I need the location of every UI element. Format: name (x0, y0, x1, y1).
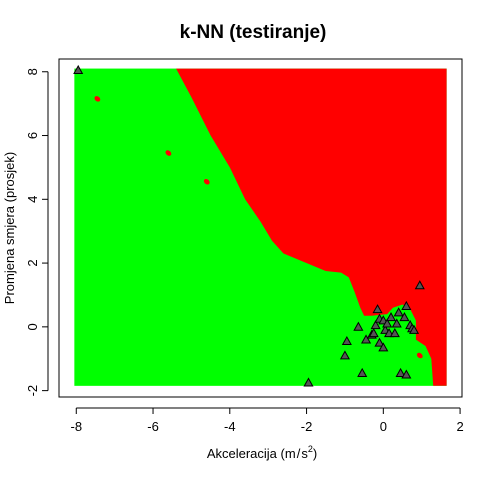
decision-region-layer (74, 68, 447, 386)
test-point (385, 312, 397, 322)
x-tick-label: 2 (456, 419, 463, 434)
test-point (389, 327, 400, 338)
red-region-patch (203, 179, 210, 185)
test-point (395, 367, 406, 377)
red-region-patch (165, 150, 172, 156)
test-point (414, 280, 425, 290)
y-tick-label: 2 (25, 259, 40, 266)
test-point (357, 367, 368, 377)
red-class-region (176, 68, 447, 386)
test-point (339, 350, 350, 360)
test-point-layer (73, 64, 425, 387)
red-region-patch (94, 96, 101, 102)
x-tick-label: -4 (224, 419, 236, 434)
test-point (353, 321, 364, 331)
y-axis: -2 0 2 4 6 8 (25, 68, 49, 397)
region-blob-layer (94, 96, 423, 359)
test-point (393, 307, 404, 317)
test-point (341, 335, 352, 346)
test-point (399, 312, 410, 322)
test-point (374, 337, 385, 347)
x-tick-label: -2 (301, 419, 313, 434)
test-point (372, 304, 383, 314)
test-point (401, 300, 412, 310)
test-point (360, 334, 372, 344)
y-tick-label: 4 (25, 196, 40, 203)
test-point (401, 369, 412, 379)
y-tick-label: 8 (25, 68, 40, 75)
y-axis-label: Promjena smjera (prosjek) (2, 152, 17, 304)
chart-title: k-NN (testiranje) (180, 22, 327, 43)
test-point (408, 324, 420, 334)
x-tick-label: 0 (380, 419, 387, 434)
x-tick-label: -8 (70, 419, 82, 434)
x-axis: -8 -6 -4 -2 0 2 (70, 407, 464, 434)
y-tick-label: 6 (25, 132, 40, 139)
test-point (370, 320, 381, 330)
test-point (382, 318, 393, 328)
test-point (368, 327, 379, 338)
test-point (73, 64, 84, 75)
y-tick-label: -2 (25, 385, 40, 397)
x-axis-label: Akceleracija (m/s2) (207, 444, 317, 461)
red-region-patch (416, 352, 423, 359)
x-tick-label: -6 (147, 419, 159, 434)
test-point (303, 377, 314, 387)
test-point (391, 318, 402, 328)
test-point (378, 342, 389, 352)
y-tick-label: 0 (25, 323, 40, 330)
